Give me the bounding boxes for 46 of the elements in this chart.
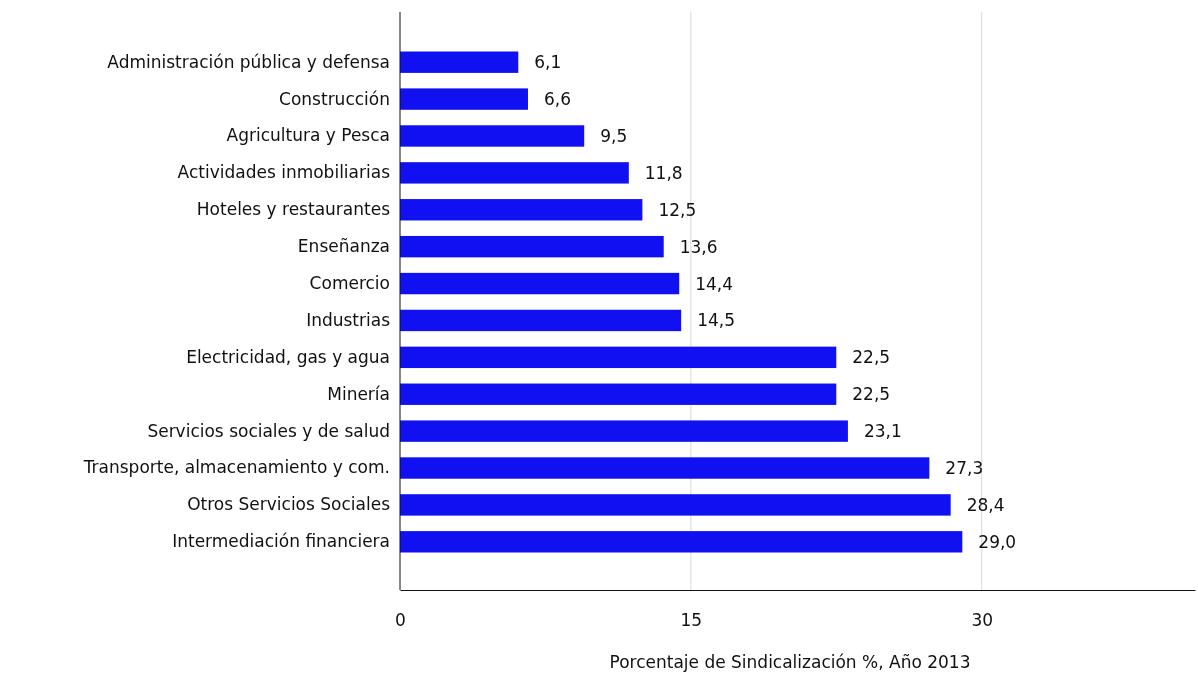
x-tick-label: 30	[971, 610, 994, 631]
bar	[400, 420, 848, 442]
y-tick-label: Enseñanza	[297, 236, 390, 257]
data-label: 22,5	[852, 384, 891, 405]
x-tick-label: 0	[395, 610, 406, 631]
bar	[400, 125, 585, 147]
bar	[400, 383, 837, 405]
data-label: 29,0	[978, 531, 1017, 552]
y-tick-label: Industrias	[306, 309, 391, 330]
y-tick-label: Transporte, almacenamiento y com.	[82, 457, 390, 478]
bar	[400, 162, 629, 184]
y-tick-label: Agricultura y Pesca	[226, 125, 390, 146]
data-label: 13,6	[679, 236, 718, 257]
data-label: 9,5	[600, 125, 628, 146]
y-tick-label: Administración pública y defensa	[107, 51, 390, 72]
y-tick-label: Intermediación financiera	[172, 531, 390, 552]
y-tick-label: Construcción	[279, 88, 390, 109]
data-label: 14,4	[695, 273, 734, 294]
data-label: 28,4	[966, 494, 1005, 515]
bar	[400, 51, 519, 73]
bar	[400, 494, 951, 516]
bar	[400, 88, 528, 110]
y-tick-label: Actividades inmobiliarias	[177, 162, 391, 183]
x-axis-title: Porcentaje de Sindicalización %, Año 2013	[609, 652, 971, 672]
y-tick-label: Electricidad, gas y agua	[186, 346, 390, 367]
data-label: 6,1	[534, 52, 562, 73]
bar	[400, 346, 837, 369]
bar	[400, 199, 643, 221]
y-tick-label: Minería	[327, 383, 390, 404]
bar	[400, 272, 680, 295]
y-tick-label: Servicios sociales y de salud	[147, 420, 390, 441]
data-label: 14,5	[697, 310, 736, 331]
data-label: 12,5	[658, 199, 697, 220]
data-label: 27,3	[945, 457, 984, 478]
bar	[400, 235, 664, 258]
x-tick-label: 15	[680, 610, 703, 631]
bar	[400, 457, 930, 479]
bar	[400, 531, 963, 553]
bar	[400, 309, 682, 332]
y-tick-label: Comercio	[309, 272, 390, 293]
data-label: 6,6	[543, 89, 572, 110]
data-label: 22,5	[852, 347, 891, 368]
y-tick-label: Hoteles y restaurantes	[196, 199, 391, 220]
data-label: 11,8	[644, 162, 683, 183]
y-tick-label: Otros Servicios Sociales	[187, 494, 391, 515]
data-label: 23,1	[863, 421, 902, 442]
